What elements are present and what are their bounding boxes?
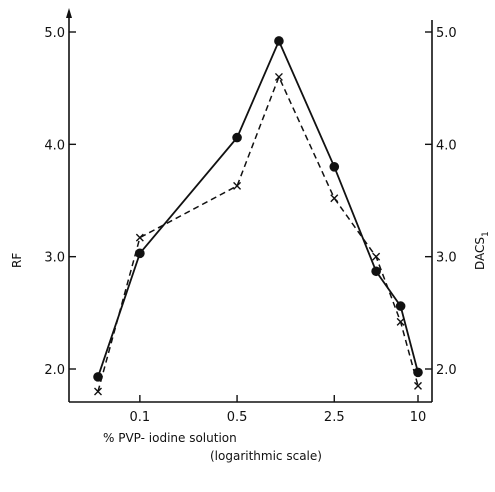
left-y-tick-label: 5.0 <box>44 26 65 41</box>
left-y-axis-title: RF <box>10 253 24 268</box>
x-tick-label: 0.1 <box>130 410 151 425</box>
chart-axes <box>66 8 433 403</box>
circle-point <box>232 132 242 143</box>
x-point <box>396 317 405 326</box>
right-y-tick-label: 2.0 <box>436 363 457 378</box>
series-line-solid <box>97 38 419 378</box>
x-tick-label: 0.5 <box>227 410 248 425</box>
x-tick-label: 2.5 <box>324 410 345 425</box>
x-point <box>414 381 422 390</box>
x-point <box>94 387 102 396</box>
left-y-tick-label: 2.0 <box>44 363 65 378</box>
x-axis-title-line1: % PVP- iodine solution <box>103 431 237 445</box>
circle-point <box>371 266 381 277</box>
data-series <box>93 36 423 396</box>
x-point <box>330 194 339 203</box>
right-y-tick-label: 3.0 <box>436 251 457 266</box>
x-point <box>372 252 381 261</box>
x-point <box>274 72 283 81</box>
right-y-axis-title-main: DACS <box>473 237 487 270</box>
axis-titles: % PVP- iodine solution (logarithmic scal… <box>10 231 491 463</box>
left-axis-arrow <box>66 8 72 18</box>
y-axis-ticks: 2.0 2.0 3.0 3.0 4.0 4.0 5.0 5.0 <box>44 26 456 378</box>
left-y-tick-label: 4.0 <box>44 138 65 153</box>
right-y-tick-label: 4.0 <box>436 138 457 153</box>
x-axis-ticks: 0.1 0.5 2.5 10 <box>130 395 427 425</box>
circle-point <box>135 248 145 259</box>
right-y-axis-title-subscript: 1 <box>481 231 491 237</box>
circle-point <box>329 162 340 172</box>
x-tick-label: 10 <box>410 410 427 425</box>
circle-point <box>274 36 284 46</box>
circle-point <box>413 367 423 378</box>
series-line-dashed <box>97 74 419 392</box>
circle-point <box>395 301 406 311</box>
circle-point <box>93 372 103 382</box>
left-y-tick-label: 3.0 <box>44 251 65 266</box>
right-y-axis-title: DACS1 <box>473 231 491 270</box>
right-y-tick-label: 5.0 <box>436 26 457 41</box>
x-point <box>233 181 242 190</box>
x-axis-title-line2: (logarithmic scale) <box>210 449 322 463</box>
x-point <box>135 233 144 242</box>
